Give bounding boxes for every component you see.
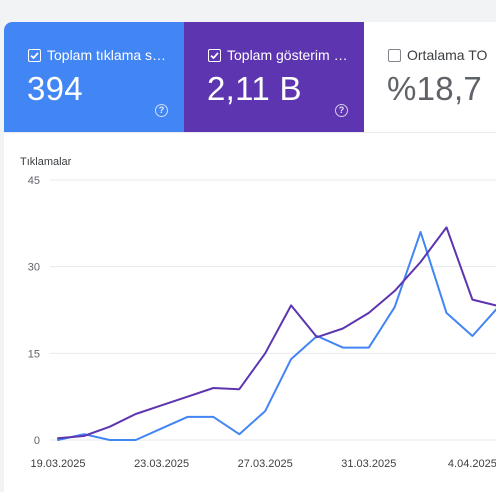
x-tick-label: 31.03.2025: [341, 458, 396, 470]
metric-total-clicks[interactable]: Toplam tıklama s… 394 ?: [4, 22, 184, 132]
checkbox-checked-icon[interactable]: [208, 49, 221, 62]
y-tick-label: 0: [34, 435, 40, 447]
y-tick-label: 30: [28, 262, 40, 274]
y-tick-label: 15: [28, 348, 40, 360]
performance-card: Toplam tıklama s… 394 ? Toplam gösterim …: [4, 22, 496, 492]
metric-value: %18,7: [387, 70, 483, 107]
metric-total-impressions[interactable]: Toplam gösterim … 2,11 B ?: [184, 22, 364, 132]
x-tick-label: 19.03.2025: [30, 458, 85, 470]
y-tick-label: 45: [28, 175, 40, 187]
metric-average-ctr[interactable]: Ortalama TO %18,7: [364, 22, 496, 132]
checkbox-unchecked-icon[interactable]: [388, 49, 401, 62]
clicks-impressions-chart: 0 15 30 45 19.03.2025 23.03.2025 27.03.2025 31.…: [28, 175, 496, 470]
x-tick-label: 23.03.2025: [134, 458, 189, 470]
series-line-clicks: [57, 231, 496, 441]
x-tick-label: 4.04.2025: [448, 458, 496, 470]
x-tick-label: 27.03.2025: [238, 458, 293, 470]
series-line-impressions: [57, 226, 496, 440]
help-icon[interactable]: ?: [335, 104, 348, 117]
help-icon[interactable]: ?: [155, 104, 168, 117]
metric-tabs: Toplam tıklama s… 394 ? Toplam gösterim …: [4, 22, 496, 132]
y-axis-title: Tıklamalar: [20, 156, 72, 168]
checkbox-checked-icon[interactable]: [28, 49, 41, 62]
metric-value: 2,11 B: [207, 70, 302, 107]
metric-value: 394: [27, 70, 83, 107]
divider: [4, 132, 496, 133]
